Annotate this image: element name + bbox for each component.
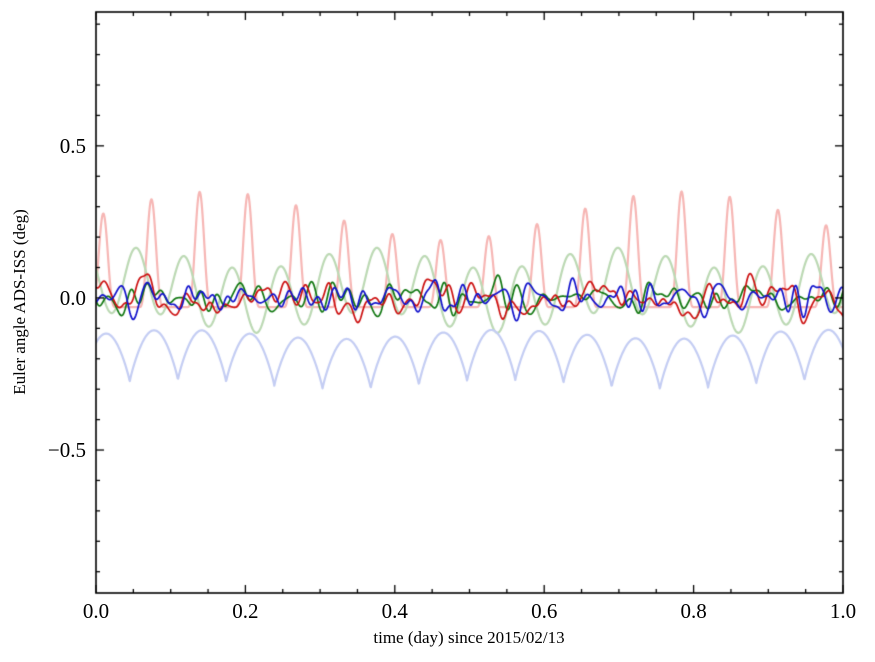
x-tick-label: 0.6 [531, 599, 558, 623]
x-axis-label: time (day) since 2015/02/13 [373, 628, 565, 647]
y-tick-label: 0.5 [59, 133, 86, 158]
x-tick-label: 0.0 [82, 599, 110, 623]
x-tick-label: 1.0 [829, 599, 857, 623]
y-tick-label: 0.0 [59, 285, 86, 310]
x-tick-label: 0.2 [232, 599, 259, 623]
y-tick-label: −0.5 [47, 438, 86, 463]
x-tick-label: 0.4 [381, 599, 408, 623]
x-tick-label: 0.8 [680, 599, 707, 623]
